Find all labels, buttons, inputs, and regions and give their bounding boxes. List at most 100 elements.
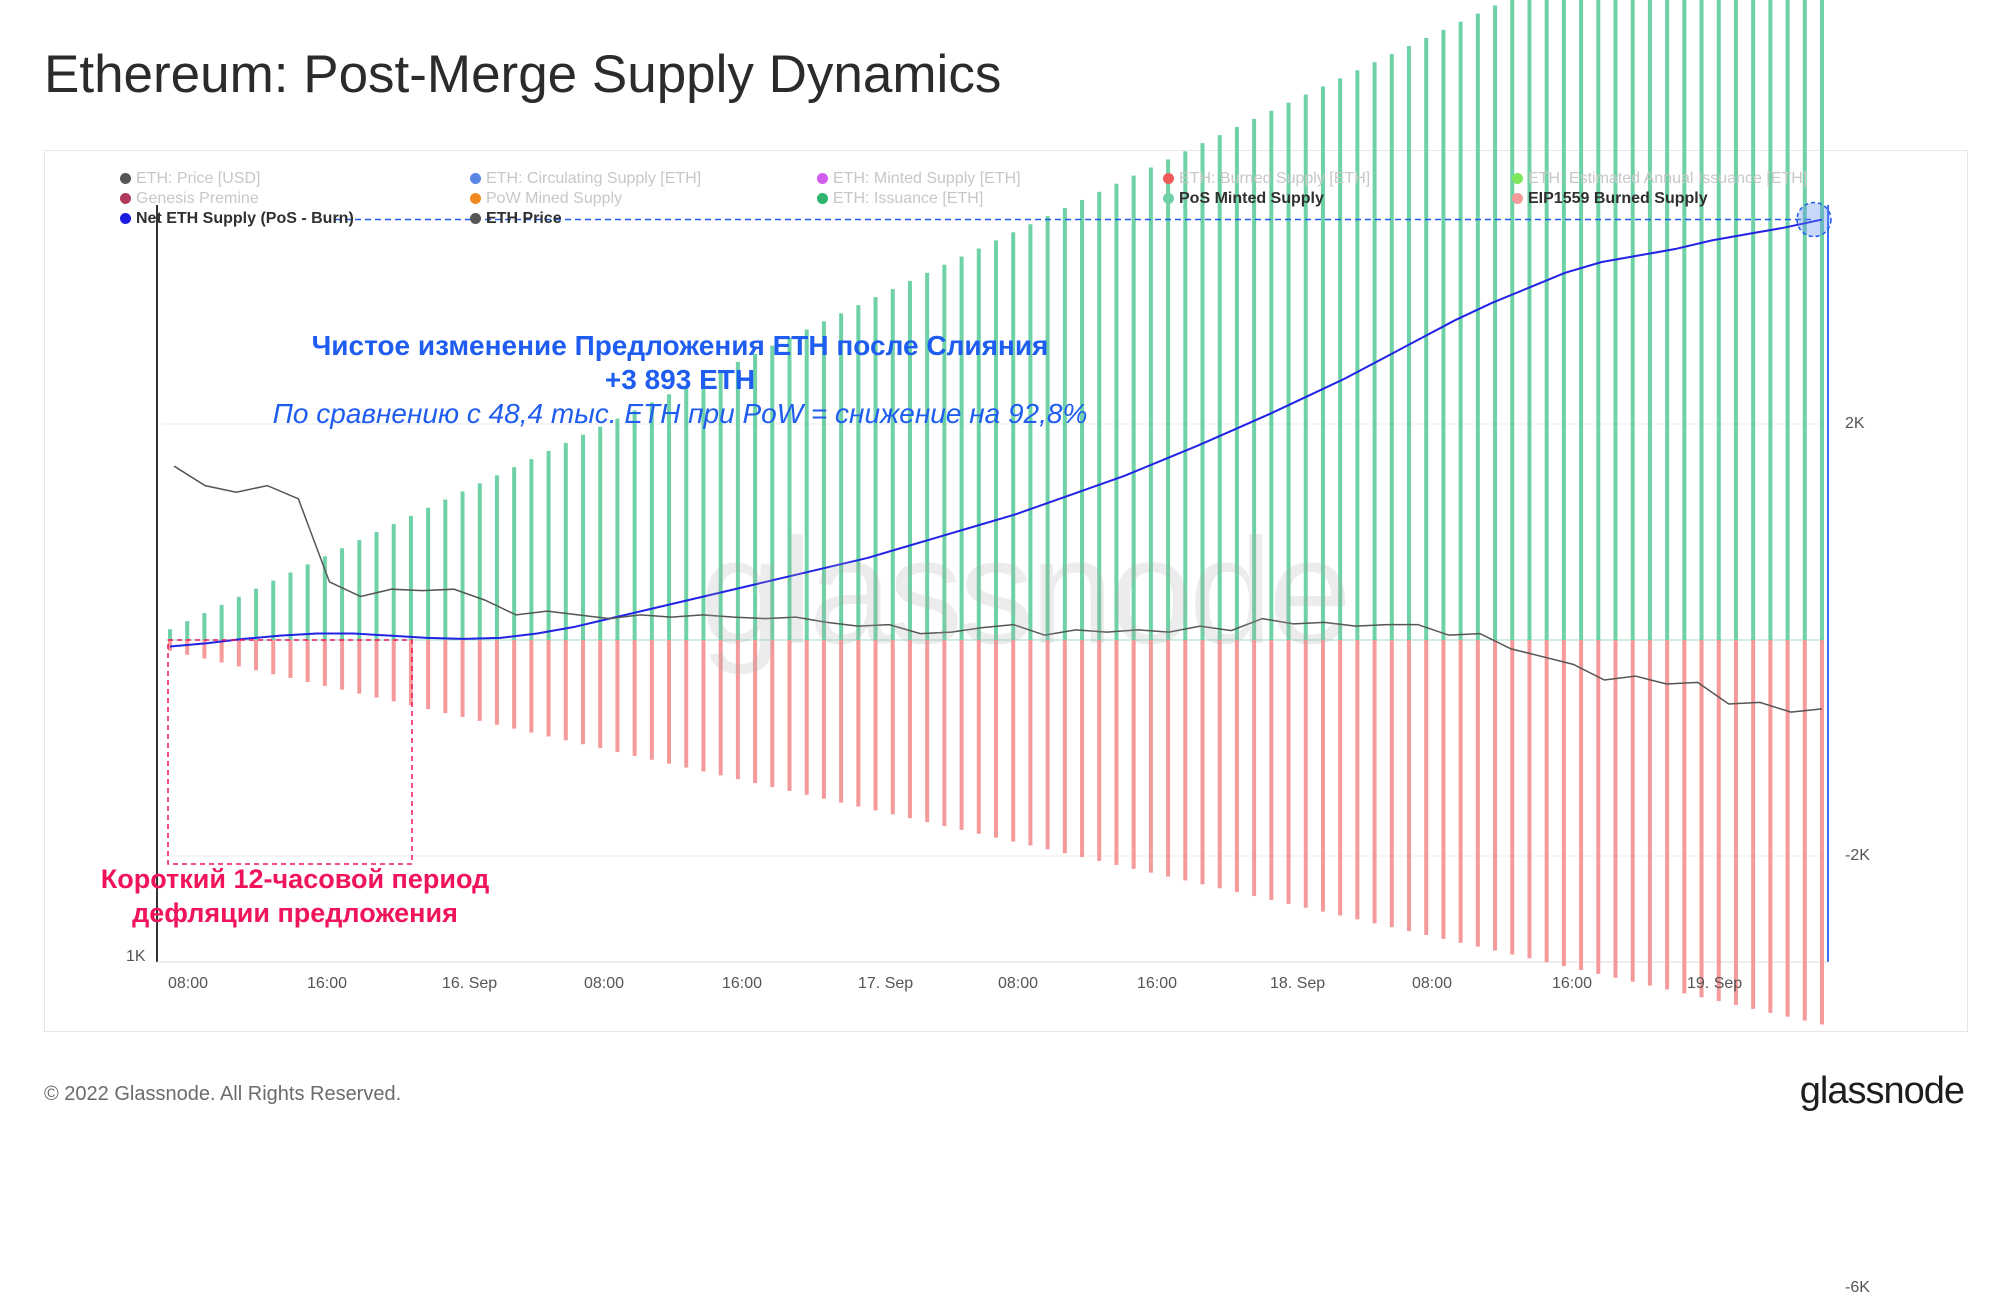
legend-dot-icon: [470, 173, 481, 184]
eip1559-burned-bar: [1355, 640, 1360, 920]
eip1559-burned-bar: [1768, 640, 1773, 1013]
net-supply-line: [169, 218, 1823, 648]
legend-label: ETH: Minted Supply [ETH]: [833, 170, 1021, 187]
x-tick-label: 08:00: [168, 975, 209, 992]
pos-minted-bar: [615, 418, 620, 640]
eip1559-burned-bar: [873, 640, 878, 811]
pos-minted-bar: [254, 588, 259, 640]
eip1559-burned-bar: [1303, 640, 1308, 908]
eip1559-burned-bar: [1458, 640, 1463, 943]
eip1559-burned-bar: [1699, 640, 1704, 998]
legend-item[interactable]: PoW Mined Supply: [470, 190, 622, 208]
pos-minted-bar: [1820, 0, 1824, 641]
eip1559-burned-bar: [1647, 640, 1652, 986]
eip1559-burned-bar: [994, 640, 998, 838]
eip1559-burned-bar: [649, 640, 654, 760]
deflation-period-box: [167, 639, 413, 865]
pos-minted-bar: [357, 540, 362, 640]
legend-item[interactable]: EIP1559 Burned Supply: [1512, 190, 1708, 208]
pos-minted-bar: [1733, 0, 1738, 641]
eip1559-burned-bar: [1733, 640, 1738, 1006]
eip1559-burned-bar: [254, 640, 259, 671]
pos-minted-bar: [288, 572, 293, 640]
pos-minted-bar: [1716, 0, 1721, 640]
eip1559-burned-bar: [563, 640, 568, 741]
pos-minted-bar: [821, 321, 826, 640]
legend-item[interactable]: ETH: Issuance [ETH]: [817, 190, 983, 208]
pos-minted-bar: [890, 289, 895, 640]
legend-item[interactable]: ETH: Estimated Annual Issuance [ETH]: [1512, 170, 1807, 188]
legend-item[interactable]: Genesis Premine: [120, 190, 259, 208]
eip1559-burned-bar: [1200, 640, 1205, 885]
eip1559-burned-bar: [1441, 640, 1446, 939]
legend-dot-icon: [1163, 173, 1174, 184]
eip1559-burned-bar: [856, 640, 861, 807]
right-y-tick-label: -6K: [1845, 1279, 1870, 1296]
legend-item[interactable]: ETH: Price [USD]: [120, 170, 260, 188]
page-title: Ethereum: Post-Merge Supply Dynamics: [44, 45, 1002, 104]
x-tick-label: 17. Sep: [858, 975, 914, 992]
pos-minted-bar: [787, 337, 792, 640]
eip1559-burned-bar: [1372, 640, 1377, 924]
legend-item[interactable]: ETH: Minted Supply [ETH]: [817, 170, 1021, 188]
pos-minted-bar: [236, 596, 241, 640]
pos-minted-bar: [1372, 62, 1377, 640]
eip1559-burned-bar: [959, 640, 964, 830]
eip1559-burned-bar: [907, 640, 912, 819]
eip1559-burned-bar: [1097, 640, 1102, 861]
eip1559-burned-bar: [529, 640, 534, 733]
pos-minted-bar: [598, 426, 603, 640]
chart-panel: [44, 150, 1968, 1032]
eip1559-burned-bar: [1183, 640, 1188, 881]
legend-item[interactable]: Net ETH Supply (PoS - Burn): [120, 210, 354, 228]
pos-minted-bar: [1252, 118, 1257, 640]
pos-minted-bar: [1493, 5, 1498, 640]
eip1559-burned-bar: [1148, 640, 1153, 873]
pos-minted-bar: [1802, 0, 1807, 640]
pos-minted-bar: [804, 329, 809, 640]
right-y-tick-label: 2K: [1845, 415, 1865, 432]
glassnode-logo: glassnode: [1799, 1070, 1965, 1112]
pos-minted-bar: [1544, 0, 1549, 640]
x-tick-label: 16. Sep: [442, 975, 498, 992]
pos-minted-bar: [494, 475, 499, 640]
eip1559-burned-bar: [1613, 640, 1618, 978]
legend-item[interactable]: ETH: Circulating Supply [ETH]: [470, 170, 701, 188]
eip1559-burned-bar: [546, 640, 551, 737]
pos-minted-bar: [632, 410, 637, 640]
pos-minted-bar: [1062, 208, 1067, 640]
eip1559-burned-bar: [1269, 640, 1274, 900]
right-y-tick-label: -2K: [1845, 847, 1870, 864]
pos-minted-bar: [1114, 183, 1119, 640]
legend-item[interactable]: ETH Price: [470, 210, 562, 228]
legend-label: EIP1559 Burned Supply: [1528, 190, 1708, 207]
eip1559-burned-bar: [890, 640, 895, 815]
legend-label: ETH: Circulating Supply [ETH]: [486, 170, 702, 187]
pos-minted-bar: [563, 442, 568, 640]
net-change-endpoint-marker: [1796, 201, 1832, 238]
eip1559-burned-bar: [305, 640, 310, 682]
eip1559-burned-bar: [1114, 640, 1119, 865]
legend-item[interactable]: PoS Minted Supply: [1163, 190, 1324, 208]
pos-minted-bar: [1785, 0, 1790, 641]
eip1559-burned-bar: [735, 640, 740, 780]
pos-minted-bar: [305, 564, 310, 640]
eip1559-burned-bar: [408, 640, 413, 706]
eip1559-burned-bar: [718, 640, 723, 776]
right-y-tick-label: 6K: [1845, 0, 1865, 1]
eip1559-burned-bar: [1596, 640, 1601, 974]
pos-minted-bar: [1561, 0, 1566, 641]
eip1559-burned-bar: [391, 640, 396, 702]
pos-minted-bar: [1510, 0, 1515, 640]
eip1559-burned-bar: [821, 640, 826, 799]
eip1559-burned-bar: [1062, 640, 1067, 854]
pos-minted-bar: [994, 240, 998, 640]
eip1559-burned-bar: [839, 640, 844, 803]
eip1559-burned-bar: [1166, 640, 1171, 877]
pos-minted-bar: [546, 451, 551, 640]
pos-minted-bar: [925, 272, 930, 640]
pos-minted-bar: [1751, 0, 1756, 640]
annotation-deflation-period: Короткий 12-часовой период дефляции пред…: [100, 864, 490, 928]
eip1559-burned-bar: [340, 640, 345, 690]
legend-item[interactable]: ETH: Burned Supply [ETH]: [1163, 170, 1370, 188]
